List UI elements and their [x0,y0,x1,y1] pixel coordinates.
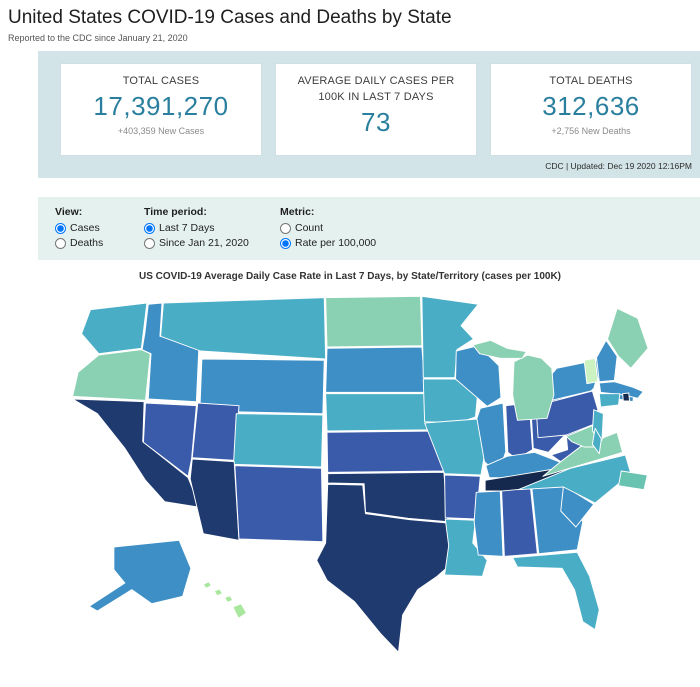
state-NE[interactable]: Nebraska [325,393,441,432]
state-PR[interactable]: Puerto Rico [618,470,648,491]
state-AK[interactable]: Alaska [88,539,192,612]
stat-card-avg-daily-cases: AVERAGE DAILY CASES PER 100K IN LAST 7 D… [275,63,477,156]
state-RI[interactable]: Rhode Island [622,392,630,402]
radio-label: Count [295,222,324,234]
state-ND[interactable]: North Dakota [325,295,423,348]
stat-card-value: 73 [361,107,391,137]
stat-cards-row: TOTAL CASES 17,391,270 +403,359 New Case… [60,63,692,156]
state-NH[interactable]: New Hampshire [596,339,618,383]
state-ID[interactable]: Idaho [141,302,200,403]
radio-count[interactable] [280,222,291,234]
map-controls: View: Cases Deaths Time period: Last 7 D… [38,197,700,260]
stat-card-total-cases: TOTAL CASES 17,391,270 +403,359 New Case… [60,63,262,156]
state-SD[interactable]: South Dakota [325,346,426,393]
state-MI[interactable]: Michigan [472,339,527,359]
page-title: United States COVID-19 Cases and Deaths … [8,7,452,28]
stat-card-value: 312,636 [542,91,640,121]
radio-label: Rate per 100,000 [295,237,377,249]
state-FL[interactable]: Florida [512,551,600,631]
page-subtitle: Reported to the CDC since January 21, 20… [8,33,188,43]
stat-card-label: AVERAGE DAILY CASES PER 100K IN LAST 7 D… [297,75,455,103]
state-HI[interactable]: Hawaii [202,581,212,589]
radio-rate-per-100000[interactable] [280,237,291,249]
state-VT[interactable]: Vermont [583,357,599,385]
choropleth-map: WashingtonOregonCaliforniaNevadaIdahoMon… [30,287,690,657]
state-TX[interactable]: Texas [316,483,452,653]
state-NM[interactable]: New Mexico [234,465,324,543]
radio-label: Cases [70,222,100,234]
radio-cases[interactable] [55,222,66,234]
state-MS[interactable]: Mississippi [473,490,504,557]
state-MN[interactable]: Minnesota [421,295,479,379]
state-HI[interactable]: Hawaii [232,603,248,619]
state-SC[interactable]: South Carolina [560,485,595,528]
control-group-metric: Metric: Count Rate per 100,000 [280,206,376,249]
control-group-label: Metric: [280,206,315,218]
stat-card-label: TOTAL DEATHS [549,75,633,87]
stat-card-subtext: +2,756 New Deaths [551,126,631,136]
radio-option-count[interactable]: Count [280,222,376,234]
stat-card-value: 17,391,270 [93,91,229,121]
state-ME[interactable]: Maine [607,307,649,369]
radio-option-rate-per-100000[interactable]: Rate per 100,000 [280,237,376,249]
state-MA[interactable]: Massachusetts [598,381,644,399]
state-DE[interactable]: Delaware [591,427,602,455]
last-updated-text: CDC | Updated: Dec 19 2020 12:16PM [545,161,692,171]
state-IA[interactable]: Iowa [422,378,479,424]
state-WA[interactable]: Washington [81,302,148,355]
control-group-label: View: [55,206,83,218]
radio-label: Deaths [70,237,104,249]
radio-deaths[interactable] [55,237,66,249]
control-group-label: Time period: [144,206,207,218]
stat-card-label: TOTAL CASES [122,75,200,87]
radio-option-since-jan-21[interactable]: Since Jan 21, 2020 [144,237,254,249]
stats-band: TOTAL CASES 17,391,270 +403,359 New Case… [38,51,700,178]
state-AZ[interactable]: Arizona [189,458,240,541]
state-CT[interactable]: Connecticut [598,393,621,408]
state-HI[interactable]: Hawaii [224,595,234,603]
radio-since-jan-21[interactable] [144,237,155,249]
map-title: US COVID-19 Average Daily Case Rate in L… [138,271,562,282]
state-CO[interactable]: Colorado [233,413,324,468]
radio-option-deaths[interactable]: Deaths [55,237,118,249]
control-group-time-period: Time period: Last 7 Days Since Jan 21, 2… [144,206,254,249]
state-HI[interactable]: Hawaii [213,588,223,597]
radio-option-last-7-days[interactable]: Last 7 Days [144,222,254,234]
radio-option-cases[interactable]: Cases [55,222,118,234]
stat-card-subtext: +403,359 New Cases [117,126,205,136]
us-map: WashingtonOregonCaliforniaNevadaIdahoMon… [72,295,649,653]
radio-label: Last 7 Days [159,222,215,234]
radio-last-7-days[interactable] [144,222,155,234]
state-NV[interactable]: Nevada [142,402,197,477]
radio-label: Since Jan 21, 2020 [159,237,249,249]
state-AL[interactable]: Alabama [501,487,538,557]
state-MT[interactable]: Montana [160,297,327,360]
state-WY[interactable]: Wyoming [199,358,325,415]
state-OR[interactable]: Oregon [72,349,151,401]
stat-card-total-deaths: TOTAL DEATHS 312,636 +2,756 New Deaths [490,63,692,156]
state-MI[interactable]: Michigan [512,354,555,421]
state-UT[interactable]: Utah [191,402,240,461]
control-group-view: View: Cases Deaths [55,206,118,249]
state-KS[interactable]: Kansas [326,430,445,473]
state-MD[interactable]: Maryland [565,425,597,448]
